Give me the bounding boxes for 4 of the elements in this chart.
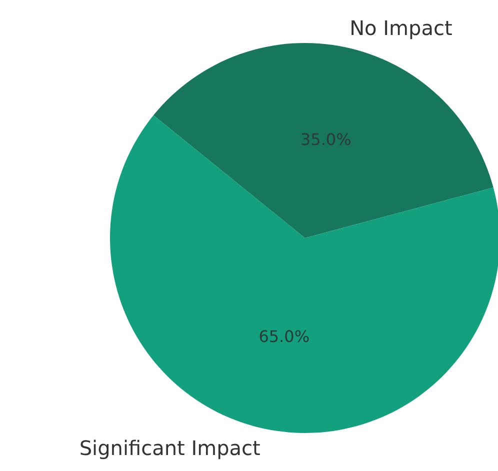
slice-label: No Impact (350, 16, 452, 40)
slice-label: Significant Impact (79, 436, 261, 460)
data-label: 35.0% (300, 130, 352, 150)
data-label: 65.0% (258, 326, 310, 346)
